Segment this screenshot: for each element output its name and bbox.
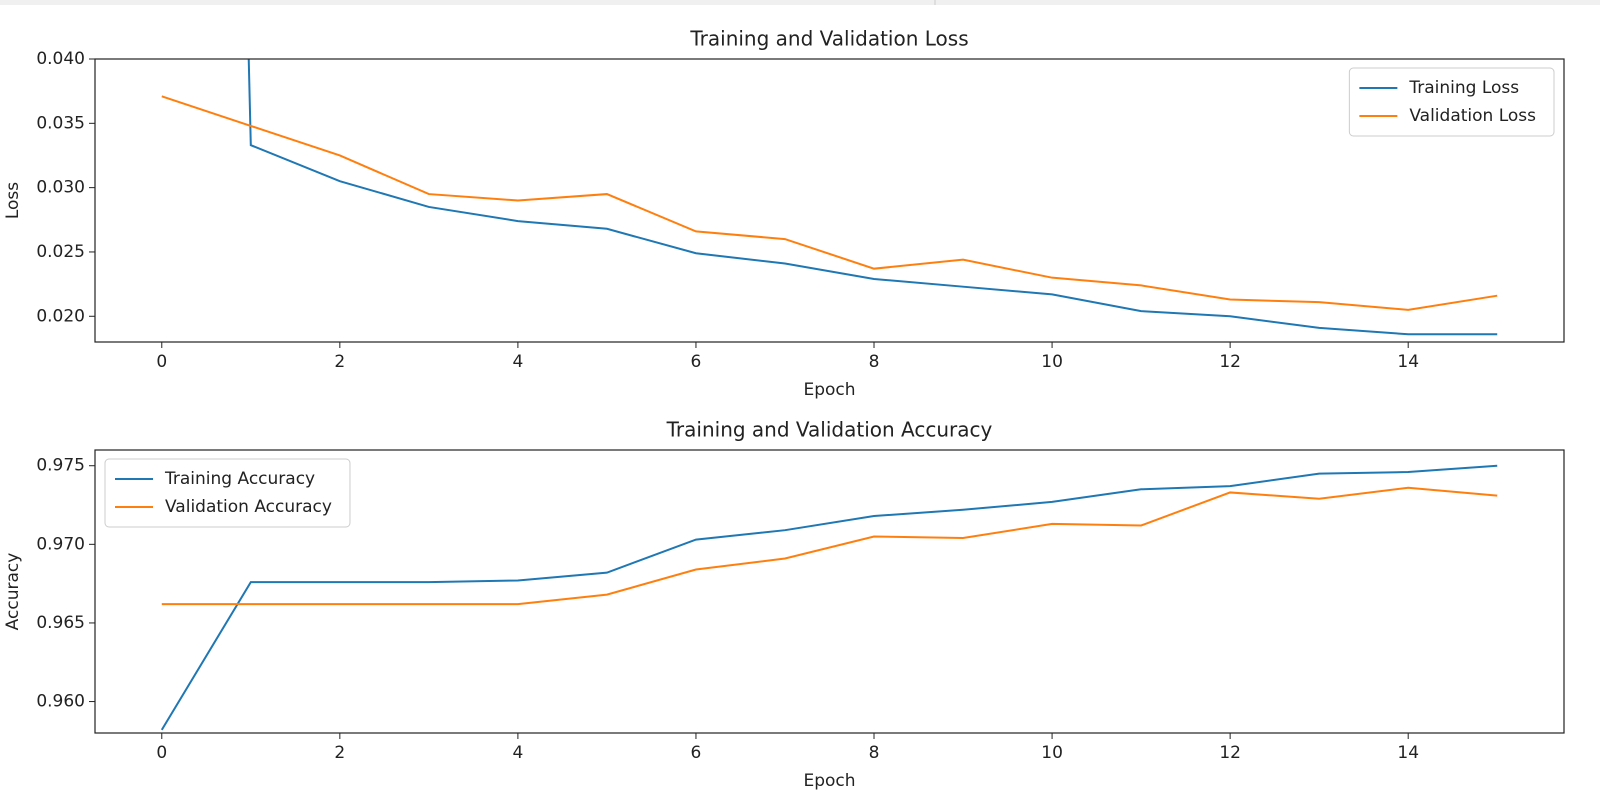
x-tick-label: 4 [512,743,523,763]
y-tick-label: 0.025 [36,242,85,262]
x-tick-label: 6 [691,743,702,763]
legend-label: Validation Loss [1409,106,1536,126]
x-tick-label: 2 [334,352,345,372]
plot-frame [94,449,1565,734]
x-axis-label: Epoch [803,380,855,400]
x-tick-label: 14 [1397,352,1419,372]
legend-box [1348,67,1555,137]
x-tick-label: 0 [156,743,167,763]
x-tick-label: 8 [869,352,880,372]
series-line [160,464,1498,731]
x-tick-label: 6 [691,352,702,372]
y-tick-label: 0.965 [36,613,85,633]
y-tick-label: 0.960 [36,692,85,712]
x-tick-label: 10 [1041,352,1063,372]
x-tick-label: 8 [869,743,880,763]
y-tick-label: 0.030 [36,178,85,198]
y-tick-label: 0.040 [36,49,85,69]
y-tick-label: 0.020 [36,306,85,326]
series-line [247,59,1498,336]
y-axis-label: Loss [3,182,23,219]
x-tick-label: 10 [1041,743,1063,763]
x-tick-label: 4 [512,352,523,372]
x-tick-label: 2 [334,743,345,763]
series-line [161,486,1498,606]
legend-label: Training Accuracy [164,469,315,489]
legend-box [104,458,351,528]
chart-title: Training and Validation Accuracy [666,418,993,442]
legend-label: Training Loss [1408,78,1519,98]
top-bar [0,0,1600,5]
x-tick-label: 12 [1219,352,1241,372]
x-axis-label: Epoch [803,771,855,791]
legend-label: Validation Accuracy [165,497,332,517]
x-tick-label: 0 [156,352,167,372]
x-tick-label: 12 [1219,743,1241,763]
x-tick-label: 14 [1397,743,1419,763]
chart-title: Training and Validation Loss [689,27,968,51]
plot-frame [94,58,1565,343]
y-tick-label: 0.035 [36,113,85,133]
y-tick-label: 0.975 [36,456,85,476]
y-axis-label: Accuracy [3,553,23,631]
y-tick-label: 0.970 [36,534,85,554]
series-line [161,95,1498,311]
